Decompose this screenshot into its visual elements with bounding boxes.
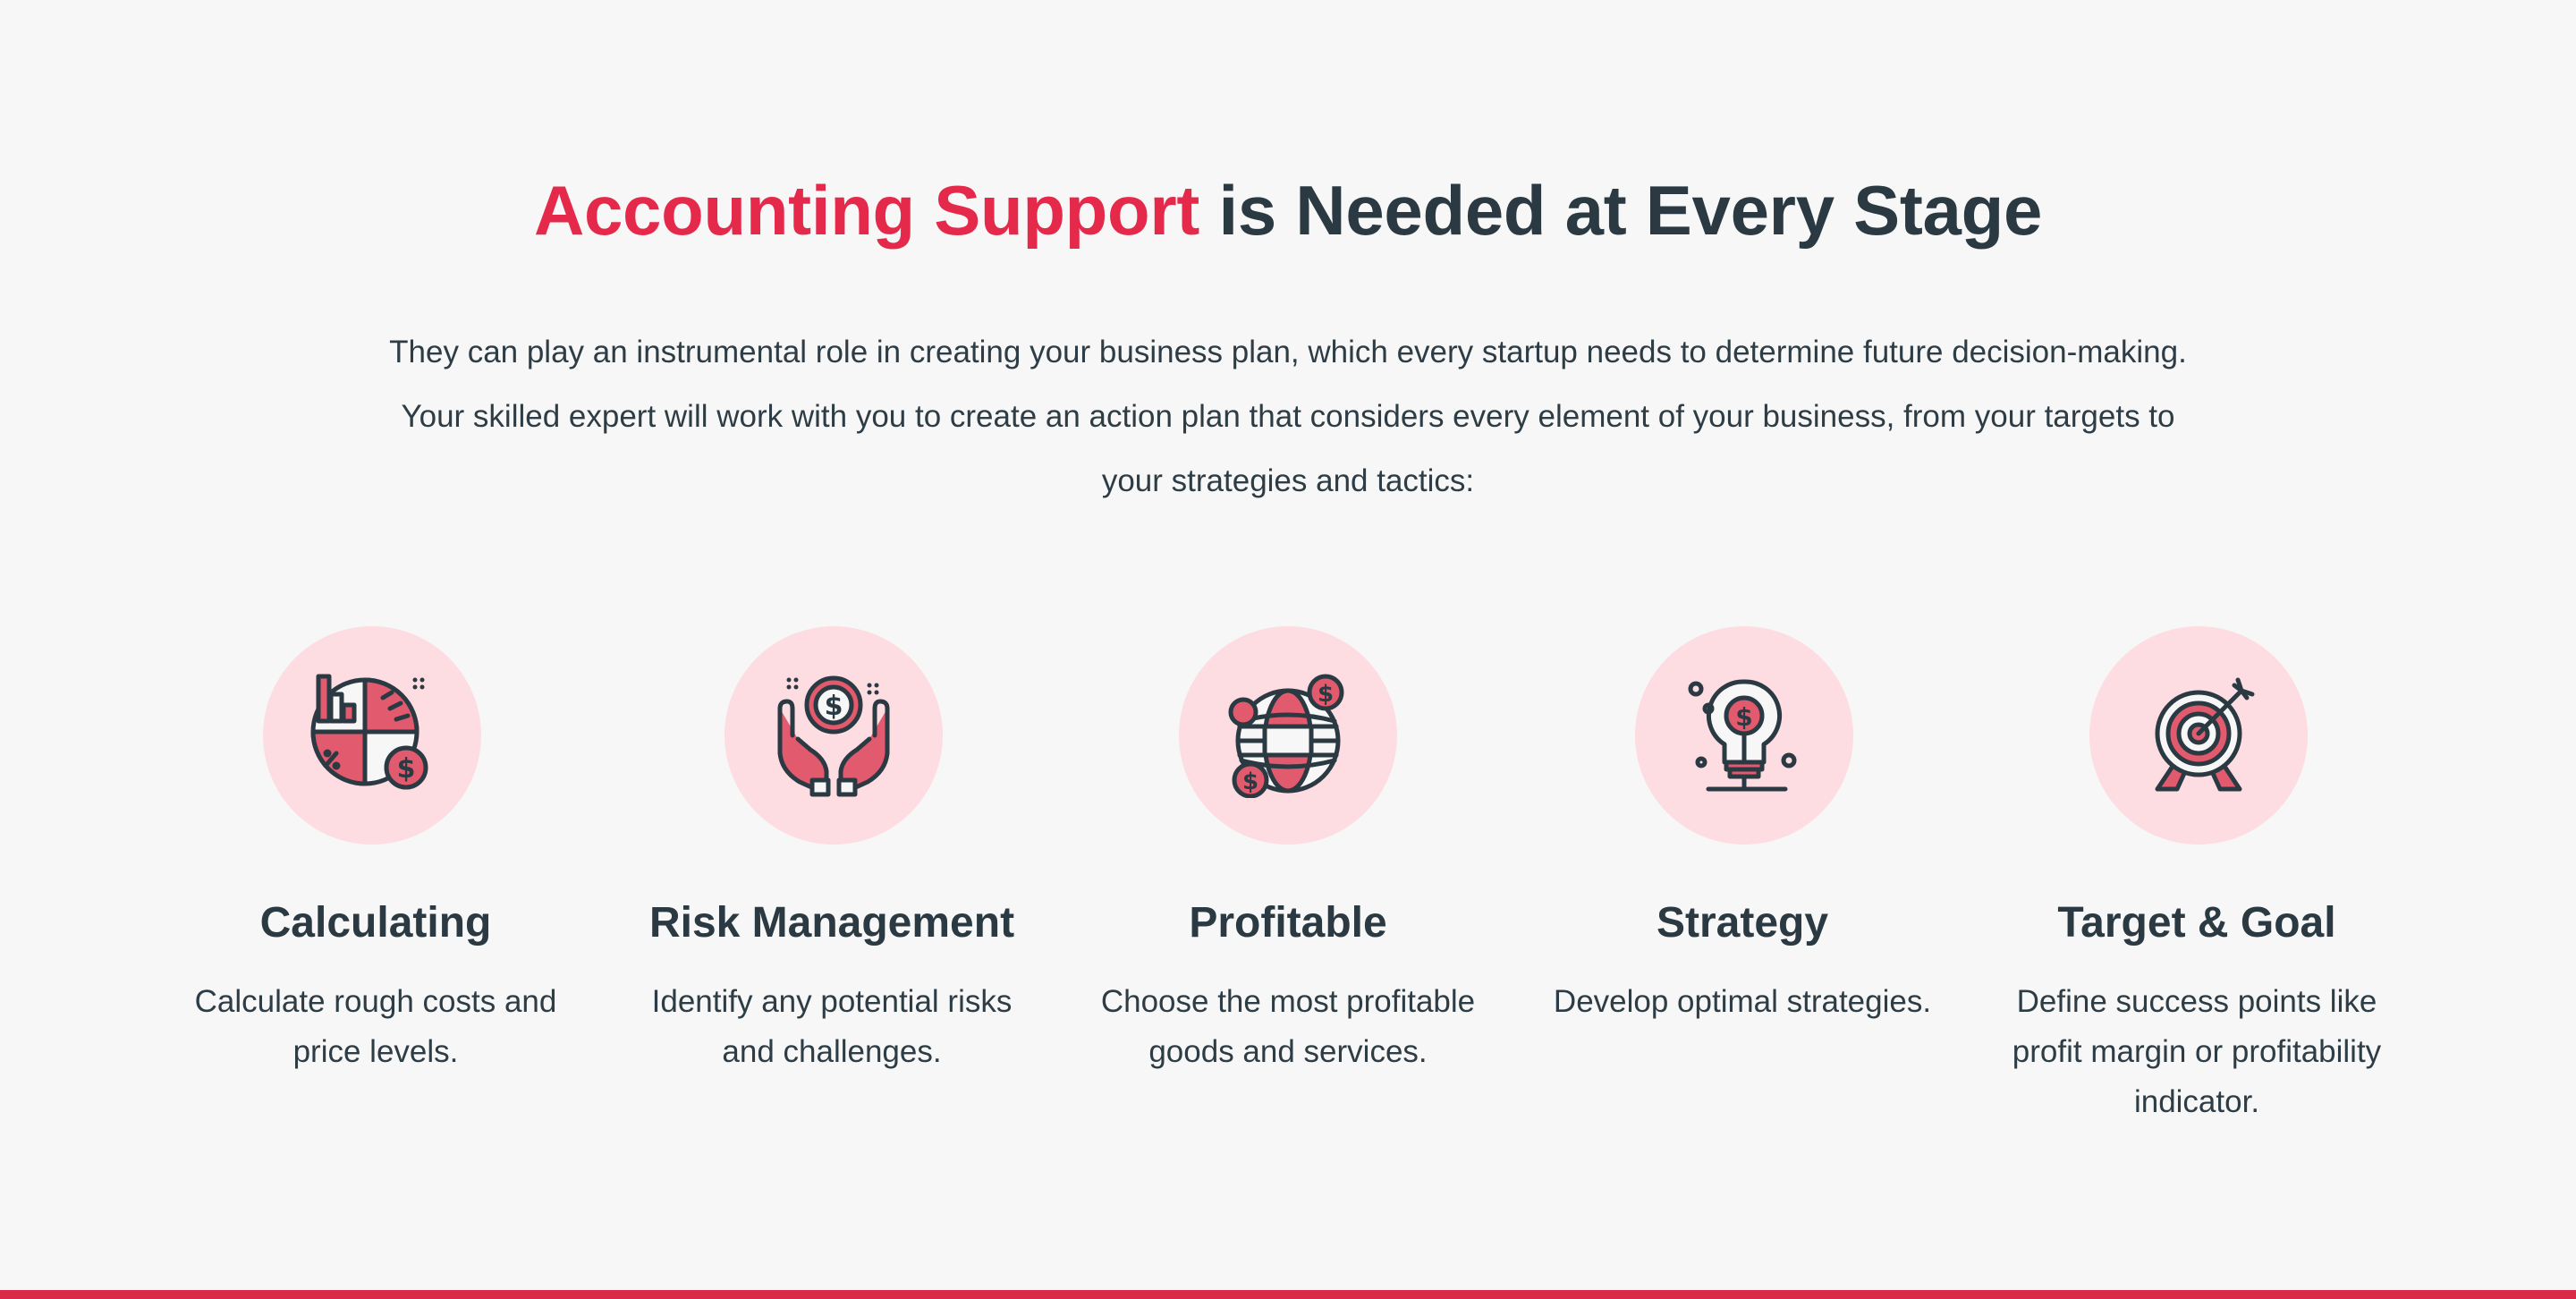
- feature-title: Calculating: [259, 899, 492, 947]
- feature-title: Profitable: [1189, 899, 1387, 947]
- svg-text:$: $: [397, 753, 416, 785]
- svg-text:$: $: [1318, 681, 1334, 708]
- intro-paragraph: They can play an instrumental role in cr…: [389, 335, 2187, 498]
- feature-title: Strategy: [1656, 899, 1829, 947]
- feature-icon-circle: $ $: [1179, 626, 1397, 845]
- feature-description: Develop optimal strategies.: [1553, 984, 1932, 1019]
- feature-title: Target & Goal: [2057, 899, 2336, 947]
- feature-icon-circle: [2089, 626, 2308, 845]
- feature-description: Choose the most profitable goods and ser…: [1100, 984, 1476, 1069]
- feature-title: Risk Management: [648, 899, 1015, 947]
- feature-icon-circle: $: [724, 626, 943, 845]
- feature-icon-circle: $: [263, 626, 481, 845]
- target-arrow-icon: [2155, 677, 2255, 792]
- feature-description: Identify any potential risks and challen…: [651, 984, 1013, 1069]
- feature-description: Define success points like profit margin…: [2012, 984, 2382, 1119]
- headline-accent: Accounting Support: [533, 171, 1200, 250]
- lightbulb-dollar-icon: $: [1688, 679, 1797, 792]
- svg-text:$: $: [825, 691, 843, 722]
- hands-coin-icon: $: [777, 675, 890, 797]
- feature-description: Calculate rough costs and price levels.: [194, 984, 557, 1069]
- feature-icon-circle: $: [1635, 626, 1853, 845]
- pie-chart-dollar-icon: $: [310, 674, 428, 790]
- section-headline: Accounting Support is Needed at Every St…: [0, 166, 2576, 255]
- svg-text:$: $: [1735, 702, 1752, 732]
- bottom-accent-bar: [0, 1290, 2576, 1299]
- headline-rest: is Needed at Every Stage: [1199, 171, 2043, 250]
- globe-dollar-icon: $ $: [1228, 674, 1344, 798]
- svg-text:$: $: [1242, 768, 1258, 795]
